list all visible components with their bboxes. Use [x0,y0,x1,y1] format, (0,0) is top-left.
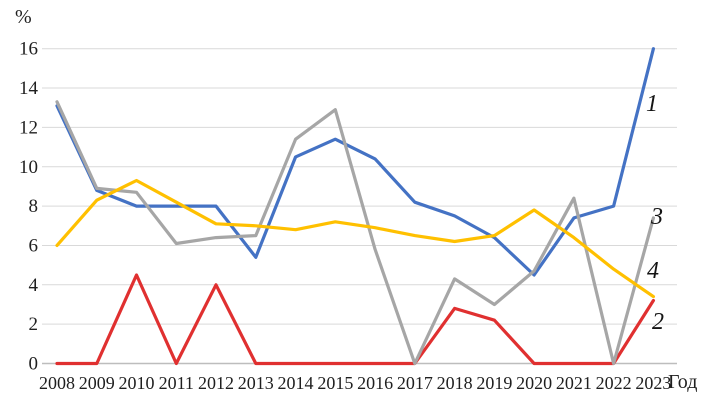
y-tick-label: 4 [29,275,39,296]
x-tick-label: 2017 [397,373,433,393]
y-tick-label: 10 [19,157,38,178]
x-tick-label: 2020 [516,373,552,393]
x-tick-label: 2021 [556,373,592,393]
x-tick-label: 2009 [79,373,115,393]
series-line-1 [55,47,656,277]
series-label-4: 4 [647,258,659,284]
x-tick-label: 2012 [198,373,234,393]
y-tick-label: 2 [29,314,39,335]
y-tick-label: 12 [19,117,38,138]
series-line-2 [55,273,656,366]
series-label-2: 2 [652,309,664,335]
x-axis-title: Год [668,371,698,393]
x-tick-label: 2011 [159,373,194,393]
y-tick-label: 14 [19,78,39,99]
y-tick-label: 6 [29,235,39,256]
x-tick-label: 2019 [476,373,512,393]
x-tick-label: 2018 [437,373,473,393]
series-line-4 [55,178,656,299]
y-tick-label: 0 [29,354,39,375]
x-tick-label: 2008 [39,373,75,393]
x-tick-label: 2016 [357,373,393,393]
series-label-1: 1 [646,91,658,117]
series-line-3 [55,100,656,366]
y-axis-unit-label: % [15,6,32,28]
x-tick-label: 2013 [238,373,274,393]
x-tick-label: 2014 [278,373,314,393]
x-tick-label: 2010 [119,373,155,393]
series-label-3: 3 [651,204,663,230]
y-tick-label: 16 [19,39,38,60]
x-tick-label: 2015 [317,373,353,393]
y-tick-label: 8 [29,196,39,217]
x-tick-label: 2023 [635,373,671,393]
x-tick-label: 2022 [596,373,632,393]
